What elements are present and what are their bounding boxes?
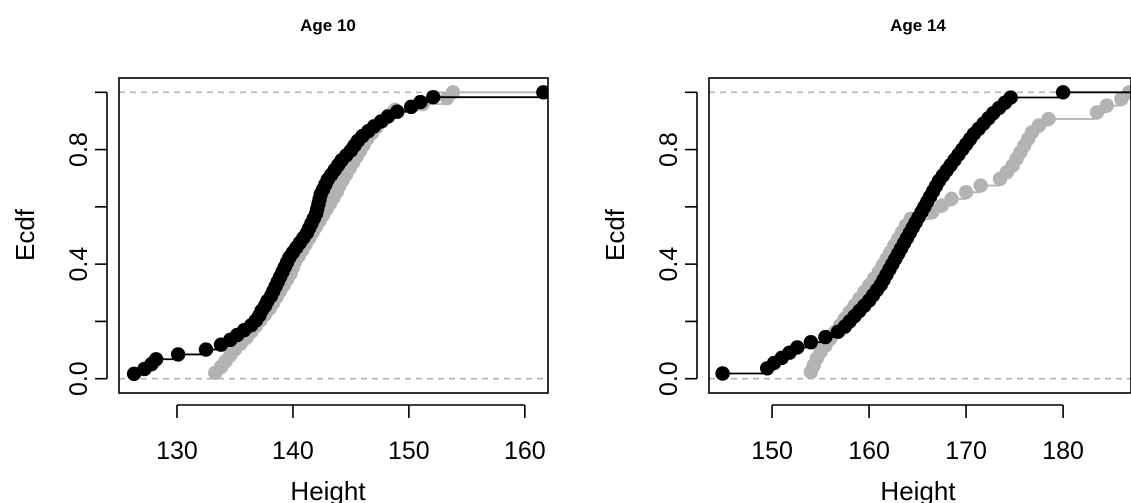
x-axis: 150 160 170 180 bbox=[751, 404, 1084, 465]
data-point bbox=[958, 185, 974, 200]
data-point bbox=[715, 366, 730, 381]
chart-title: Age 10 bbox=[300, 16, 356, 35]
x-tick-label: 150 bbox=[751, 437, 793, 465]
x-axis: 130 140 150 160 bbox=[156, 404, 546, 465]
x-tick-label: 150 bbox=[388, 437, 430, 465]
series-1 bbox=[715, 85, 1131, 381]
x-tick-label: 130 bbox=[156, 437, 198, 465]
panel-age-10: Age 10 Ecdf Height 130 140 150 160 0.0 0.4 0.8 bbox=[10, 16, 549, 503]
x-axis-label: Height bbox=[290, 476, 366, 503]
series-2 bbox=[803, 85, 1131, 380]
plot-frame bbox=[708, 77, 1131, 394]
data-point bbox=[148, 352, 164, 367]
data-point bbox=[1099, 98, 1114, 113]
data-point bbox=[536, 85, 548, 100]
data-point bbox=[445, 85, 461, 100]
plot-area bbox=[119, 85, 548, 382]
x-tick-label: 160 bbox=[504, 437, 546, 465]
series-2 bbox=[208, 85, 548, 381]
data-point bbox=[413, 94, 428, 110]
plot-frame bbox=[118, 77, 549, 394]
series-1 bbox=[126, 85, 548, 382]
y-tick-label: 0.4 bbox=[655, 247, 683, 282]
panel-age-14: Age 14 Ecdf Height 150 160 170 180 0.0 0.4 0.8 bbox=[600, 16, 1131, 503]
y-axis: 0.0 0.4 0.8 bbox=[655, 91, 698, 396]
x-tick-label: 180 bbox=[1042, 437, 1084, 465]
data-point bbox=[1003, 90, 1018, 105]
y-tick-label: 0.0 bbox=[655, 361, 683, 396]
x-axis-label: Height bbox=[880, 476, 956, 503]
y-axis: 0.0 0.4 0.8 bbox=[65, 91, 108, 396]
y-tick-label: 0.4 bbox=[65, 247, 93, 282]
data-point bbox=[944, 191, 959, 207]
data-point bbox=[426, 89, 441, 105]
data-point bbox=[198, 342, 214, 357]
data-point bbox=[1041, 111, 1056, 127]
data-point bbox=[790, 340, 805, 355]
data-point bbox=[390, 104, 405, 119]
data-point bbox=[973, 178, 988, 193]
x-tick-label: 140 bbox=[272, 437, 314, 465]
y-tick-label: 0.8 bbox=[655, 132, 683, 167]
x-tick-label: 170 bbox=[945, 437, 987, 465]
data-point bbox=[818, 329, 833, 345]
y-tick-label: 0.8 bbox=[65, 132, 93, 167]
y-axis-label: Ecdf bbox=[10, 208, 40, 261]
data-point bbox=[170, 347, 186, 362]
y-tick-label: 0.0 bbox=[65, 361, 93, 396]
chart-title: Age 14 bbox=[890, 16, 946, 35]
data-point bbox=[803, 335, 819, 350]
data-point bbox=[1055, 85, 1071, 100]
y-axis-label: Ecdf bbox=[600, 208, 630, 261]
plot-area bbox=[709, 85, 1131, 381]
x-tick-label: 160 bbox=[848, 437, 890, 465]
